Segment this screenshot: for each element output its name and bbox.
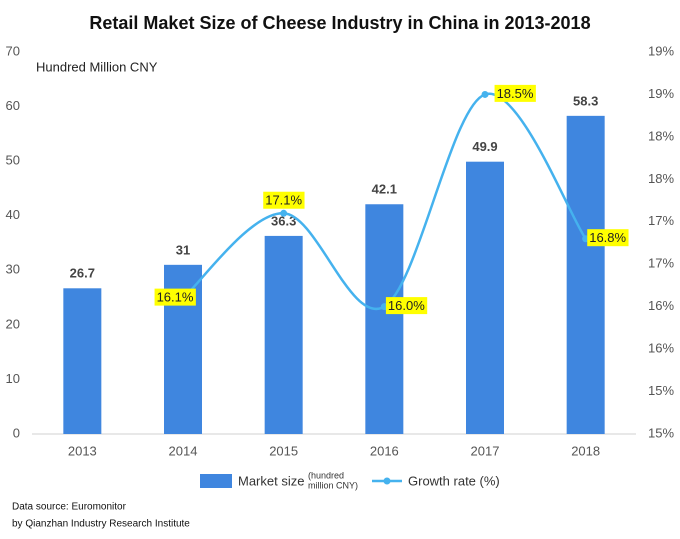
y2-tick-label: 19%	[648, 86, 674, 101]
growth-value-label: 16.8%	[587, 229, 629, 247]
bar-value-label: 42.1	[372, 182, 397, 197]
growth-value-text: 16.0%	[388, 298, 425, 313]
y-tick-label: 20	[6, 316, 20, 331]
label-background	[263, 191, 305, 209]
legend-note: (hundred	[308, 470, 344, 480]
y-tick-label: 0	[13, 425, 20, 440]
growth-value-label: 17.1%	[263, 191, 305, 209]
legend-label: Market size	[238, 473, 304, 488]
bar	[63, 288, 102, 434]
x-tick-label: 2016	[370, 443, 399, 458]
chart-title: Retail Maket Size of Cheese Industry in …	[89, 13, 590, 33]
bar	[466, 161, 504, 434]
axis-unit: Hundred Million CNY	[36, 59, 158, 74]
bar-value-label: 58.3	[573, 93, 598, 108]
legend-swatch	[200, 474, 232, 488]
bar-value-label: 31	[176, 242, 190, 257]
y-tick-label: 60	[6, 98, 20, 113]
label-background	[587, 229, 629, 247]
y2-tick-label: 15%	[648, 383, 674, 398]
legend-marker	[383, 477, 391, 485]
y-tick-label: 30	[6, 262, 20, 277]
y2-tick-label: 15%	[648, 425, 674, 440]
growth-value-label: 16.0%	[385, 297, 428, 315]
growth-point	[280, 209, 288, 217]
y2-tick-label: 19%	[648, 43, 674, 58]
label-background	[154, 288, 196, 306]
source-note: Data source: Euromonitor	[12, 502, 127, 513]
growth-value-text: 18.5%	[497, 86, 534, 101]
y-tick-label: 10	[6, 371, 20, 386]
x-tick-label: 2018	[571, 443, 600, 458]
x-tick-label: 2014	[169, 443, 198, 458]
growth-point	[481, 90, 489, 98]
x-tick-label: 2015	[269, 443, 298, 458]
y2-tick-label: 18%	[648, 128, 674, 143]
y2-tick-label: 18%	[648, 171, 674, 186]
y2-tick-label: 16%	[648, 298, 674, 313]
growth-value-text: 16.1%	[157, 290, 194, 305]
label-background	[494, 84, 536, 102]
growth-value-label: 16.1%	[154, 288, 196, 306]
growth-value-text: 16.8%	[589, 230, 626, 245]
bar-value-label: 26.7	[70, 266, 95, 281]
label-background	[385, 297, 428, 315]
y2-tick-label: 17%	[648, 256, 674, 271]
bar	[365, 204, 404, 434]
growth-line	[182, 92, 587, 311]
bar-value-label: 36.3	[271, 213, 296, 228]
x-tick-label: 2013	[68, 443, 97, 458]
y-tick-label: 40	[6, 207, 20, 222]
bar-value-label: 49.9	[472, 139, 497, 154]
credit-note: by Qianzhan Industry Research Institute	[12, 519, 190, 530]
y2-tick-label: 17%	[648, 213, 674, 228]
bar	[566, 115, 605, 434]
y2-tick-label: 16%	[648, 341, 674, 356]
y-tick-label: 50	[6, 153, 20, 168]
legend-note: million CNY)	[308, 480, 358, 490]
y-tick-label: 70	[6, 43, 20, 58]
legend-label: Growth rate (%)	[408, 473, 500, 488]
x-tick-label: 2017	[471, 443, 500, 458]
growth-value-text: 17.1%	[265, 193, 302, 208]
growth-value-label: 18.5%	[494, 84, 536, 102]
bar	[264, 235, 303, 434]
